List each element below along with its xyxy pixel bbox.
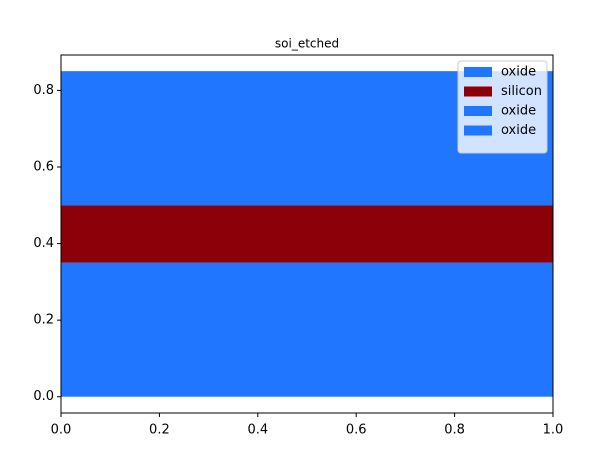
legend-swatch [464,125,492,136]
y-tick-label: 0.2 [33,313,54,328]
legend-swatch [464,106,492,116]
x-tick-label: 0.6 [346,423,367,438]
x-tick-label: 0.0 [51,423,72,438]
legend-label: oxide [501,65,536,80]
legend: oxide silicon oxide oxide [457,60,548,154]
x-tick-label: 1.0 [543,423,564,438]
y-tick-label: 0.0 [33,389,54,404]
legend-label: silicon [501,84,542,99]
plot-frame [60,54,554,414]
legend-swatch [464,86,492,97]
chart-title: soi_etched [275,37,339,51]
legend-label: oxide [501,123,536,138]
x-tick-label: 0.2 [149,423,170,438]
layer [61,262,553,397]
x-tick-label: 0.8 [444,423,465,438]
y-tick-label: 0.4 [33,236,54,251]
x-tick-label: 0.4 [247,423,268,438]
y-tick-label: 0.6 [33,159,54,174]
legend-label: oxide [501,104,536,119]
layer [61,205,553,263]
legend-swatch [464,67,492,77]
y-tick-label: 0.8 [33,83,54,98]
